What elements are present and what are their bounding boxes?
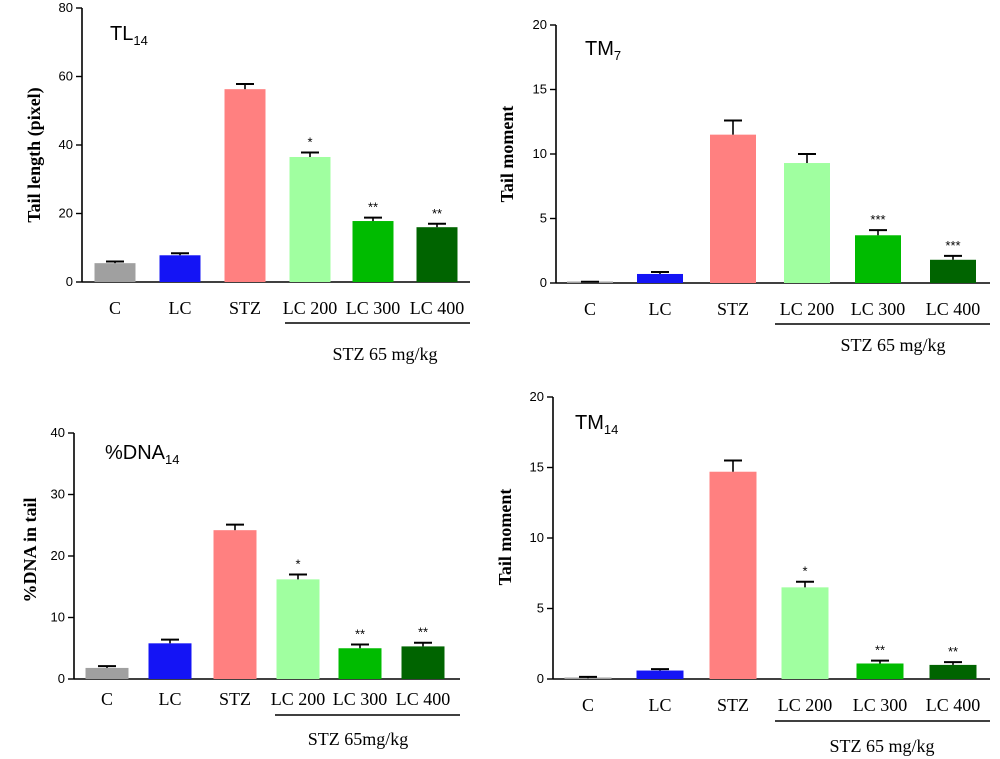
x-tick-label: STZ xyxy=(717,695,749,715)
y-tick-label: 10 xyxy=(530,530,544,545)
x-tick-label: LC 400 xyxy=(926,695,981,715)
bar-c xyxy=(85,667,129,679)
x-tick-label: LC xyxy=(168,298,191,318)
group-label: STZ 65 mg/kg xyxy=(840,335,945,355)
bar-lc xyxy=(148,643,192,679)
bar-lc-400 xyxy=(401,646,445,679)
x-tick-label: C xyxy=(584,299,596,319)
panel-title: TL14 xyxy=(110,23,148,48)
bar-lc-400 xyxy=(416,227,458,282)
bar-lc-200 xyxy=(784,163,830,283)
group-label: STZ 65 mg/kg xyxy=(829,736,934,756)
bar-lc xyxy=(159,255,201,282)
x-tick-label: LC xyxy=(158,689,181,709)
y-tick-label: 10 xyxy=(533,146,547,161)
y-axis-label: Tail moment xyxy=(495,489,515,586)
x-tick-label: STZ xyxy=(717,299,749,319)
x-tick-label: LC 200 xyxy=(778,695,833,715)
y-tick-label: 15 xyxy=(530,460,544,475)
bar-lc-200 xyxy=(276,579,320,679)
chart-panel-4: 0 5 10 15 20 Tail moment TM14 C LC STZ * LC 200 ** LC… xyxy=(495,389,990,756)
x-tick-label: LC xyxy=(648,695,671,715)
y-tick-label: 20 xyxy=(530,389,544,404)
y-tick-label: 5 xyxy=(540,211,547,226)
significance-marker: *** xyxy=(945,238,960,253)
y-tick-label: 60 xyxy=(59,69,73,84)
y-tick-label: 0 xyxy=(58,671,65,686)
y-tick-label: 40 xyxy=(51,425,65,440)
panel-title: %DNA14 xyxy=(105,442,179,467)
y-tick-label: 15 xyxy=(533,82,547,97)
bar-lc-300 xyxy=(855,235,901,283)
significance-marker: ** xyxy=(355,627,365,642)
chart-panel-2: 0 5 10 15 20 Tail moment TM7 C LC STZ LC 200 *** LC … xyxy=(497,17,990,355)
y-tick-label: 20 xyxy=(51,548,65,563)
x-tick-label: LC 200 xyxy=(271,689,326,709)
x-tick-label: STZ xyxy=(229,298,261,318)
y-tick-label: 40 xyxy=(59,137,73,152)
x-tick-label: C xyxy=(582,695,594,715)
y-tick-label: 20 xyxy=(533,17,547,32)
x-tick-label: LC 400 xyxy=(396,689,451,709)
x-tick-label: LC 400 xyxy=(926,299,981,319)
x-tick-label: C xyxy=(101,689,113,709)
bar-lc-300 xyxy=(338,648,382,679)
significance-marker: * xyxy=(307,135,312,150)
bar-lc-200 xyxy=(781,587,829,679)
x-tick-label: LC 200 xyxy=(283,298,338,318)
bar-lc-300 xyxy=(856,663,904,679)
x-tick-label: LC 400 xyxy=(410,298,465,318)
y-tick-label: 0 xyxy=(540,275,547,290)
group-label: STZ 65mg/kg xyxy=(308,729,409,749)
panel-title: TM14 xyxy=(575,412,618,437)
y-tick-label: 10 xyxy=(51,610,65,625)
y-axis-label: %DNA in tail xyxy=(20,497,40,602)
y-axis-label: Tail moment xyxy=(497,106,517,203)
y-axis-label: Tail length (pixel) xyxy=(24,87,45,222)
x-tick-label: LC 300 xyxy=(346,298,401,318)
x-tick-label: LC 300 xyxy=(333,689,388,709)
bar-lc-300 xyxy=(352,221,394,282)
bar-lc-200 xyxy=(289,156,331,282)
significance-marker: * xyxy=(295,556,300,571)
significance-marker: ** xyxy=(418,625,428,640)
bar-stz xyxy=(709,471,757,679)
bar-lc-400 xyxy=(929,664,977,679)
x-tick-label: LC xyxy=(648,299,671,319)
x-tick-label: LC 300 xyxy=(853,695,908,715)
significance-marker: * xyxy=(802,564,807,579)
bar-c xyxy=(94,263,136,282)
chart-panel-3: 0 10 20 30 40 %DNA in tail %DNA14 C LC STZ * LC 200… xyxy=(20,425,460,749)
y-tick-label: 20 xyxy=(59,206,73,221)
significance-marker: ** xyxy=(368,200,378,215)
y-tick-label: 0 xyxy=(66,274,73,289)
significance-marker: ** xyxy=(875,643,885,658)
bar-stz xyxy=(710,134,756,283)
y-tick-label: 0 xyxy=(537,671,544,686)
x-tick-label: LC 300 xyxy=(851,299,906,319)
bar-stz xyxy=(213,530,257,679)
x-tick-label: STZ xyxy=(219,689,251,709)
significance-marker: ** xyxy=(948,644,958,659)
bar-stz xyxy=(224,89,266,282)
bar-lc-400 xyxy=(930,259,976,283)
group-label: STZ 65 mg/kg xyxy=(332,344,437,364)
significance-marker: *** xyxy=(870,212,885,227)
chart-panel-1: 0 20 40 60 80 Tail length (pixel) TL14 C LC STZ * L… xyxy=(24,0,470,364)
bar-lc xyxy=(636,670,684,679)
panel-title: TM7 xyxy=(585,38,621,63)
y-tick-label: 30 xyxy=(51,487,65,502)
x-tick-label: LC 200 xyxy=(780,299,835,319)
y-tick-label: 80 xyxy=(59,0,73,15)
bar-lc xyxy=(637,273,683,283)
x-tick-label: C xyxy=(109,298,121,318)
significance-marker: ** xyxy=(432,206,442,221)
y-tick-label: 5 xyxy=(537,601,544,616)
